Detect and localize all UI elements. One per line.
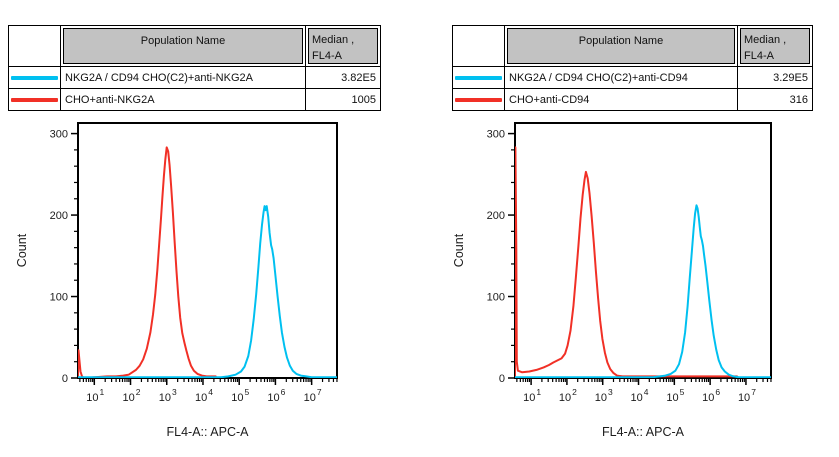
population-header-label: Population Name <box>63 28 303 64</box>
y-axis-title: Count <box>452 233 466 267</box>
legend-corner-cell <box>453 26 504 66</box>
median-value: 3.82E5 <box>305 67 380 88</box>
legend-table-right: Population Name Median , FL4-A NKG2A / C… <box>452 25 813 111</box>
x-tick-label: 105 <box>666 387 684 404</box>
population-header-label: Population Name <box>507 28 735 64</box>
plot-frame <box>514 122 772 379</box>
x-tick-label: 106 <box>267 387 285 404</box>
red-line-swatch <box>455 97 502 102</box>
x-tick-label: 104 <box>631 387 649 404</box>
median-header-cell: Median , FL4-A <box>737 26 812 66</box>
population-name: CHO+anti-CD94 <box>504 89 737 110</box>
histogram-curve-0 <box>78 146 217 378</box>
x-tick-label: 103 <box>159 387 177 404</box>
y-tick-label: 0 <box>499 373 505 385</box>
legend-row-cd94-positive: NKG2A / CD94 CHO(C2)+anti-CD94 3.29E5 <box>453 66 812 88</box>
legend-corner-cell <box>9 26 60 66</box>
y-tick-label: 200 <box>50 210 68 222</box>
x-tick-label: 105 <box>231 387 249 404</box>
x-tick-label: 107 <box>738 387 756 404</box>
population-header-cell: Population Name <box>60 26 305 66</box>
y-tick-label: 200 <box>487 210 505 222</box>
median-header-label: Median , FL4-A <box>308 28 378 64</box>
histogram-curve-0 <box>515 146 738 378</box>
x-tick-label: 102 <box>559 387 577 404</box>
axes: 0 100 200 300 101 102 103 104 105 106 107 <box>487 122 772 404</box>
swatch-cell <box>9 67 60 88</box>
median-value: 3.29E5 <box>737 67 812 88</box>
population-name: NKG2A / CD94 CHO(C2)+anti-NKG2A <box>60 67 305 88</box>
axes: 0 100 200 300 101 102 103 104 105 106 107 <box>50 122 338 404</box>
legend-header-row: Population Name Median , FL4-A <box>9 26 380 66</box>
plot-frame <box>77 122 338 379</box>
legend-table-left: Population Name Median , FL4-A NKG2A / C… <box>8 25 381 111</box>
x-tick-label: 101 <box>523 387 541 404</box>
red-line-swatch <box>11 97 58 102</box>
cyan-line-swatch <box>11 75 58 80</box>
population-header-cell: Population Name <box>504 26 737 66</box>
x-axis-title: FL4-A:: APC-A <box>167 425 250 439</box>
median-header-line1: Median , <box>312 34 355 46</box>
cyan-line-swatch <box>455 75 502 80</box>
y-tick-label: 0 <box>62 373 68 385</box>
histogram-curve-1 <box>78 205 337 378</box>
median-value: 1005 <box>305 89 380 110</box>
legend-row-cho-control: CHO+anti-CD94 316 <box>453 88 812 110</box>
x-tick-label: 103 <box>595 387 613 404</box>
y-tick-label: 300 <box>50 129 68 141</box>
median-value: 316 <box>737 89 812 110</box>
median-header-line2: FL4-A <box>744 50 774 62</box>
swatch-cell <box>453 67 504 88</box>
median-header-label: Median , FL4-A <box>740 28 810 64</box>
median-header-line2: FL4-A <box>312 50 342 62</box>
histogram-curve-1 <box>515 204 771 378</box>
legend-row-nkg2a-positive: NKG2A / CD94 CHO(C2)+anti-NKG2A 3.82E5 <box>9 66 380 88</box>
y-tick-label: 100 <box>50 292 68 304</box>
x-tick-label: 104 <box>195 387 213 404</box>
population-name: CHO+anti-NKG2A <box>60 89 305 110</box>
histogram-left-nkg2a: 0 100 200 300 101 102 103 104 105 106 107 Count FL4-… <box>15 122 338 439</box>
swatch-cell <box>453 89 504 110</box>
x-axis-title: FL4-A:: APC-A <box>602 425 685 439</box>
median-header-line1: Median , <box>744 34 787 46</box>
median-header-cell: Median , FL4-A <box>305 26 380 66</box>
population-name: NKG2A / CD94 CHO(C2)+anti-CD94 <box>504 67 737 88</box>
legend-header-row: Population Name Median , FL4-A <box>453 26 812 66</box>
y-tick-label: 100 <box>487 292 505 304</box>
y-axis-title: Count <box>15 233 29 267</box>
swatch-cell <box>9 89 60 110</box>
histogram-right-cd94: 0 100 200 300 101 102 103 104 105 106 107 Count FL4-… <box>452 122 772 439</box>
x-tick-label: 101 <box>86 387 104 404</box>
legend-row-cho-control: CHO+anti-NKG2A 1005 <box>9 88 380 110</box>
x-tick-label: 106 <box>702 387 720 404</box>
x-tick-label: 107 <box>304 387 322 404</box>
y-tick-label: 300 <box>487 129 505 141</box>
x-tick-label: 102 <box>123 387 141 404</box>
